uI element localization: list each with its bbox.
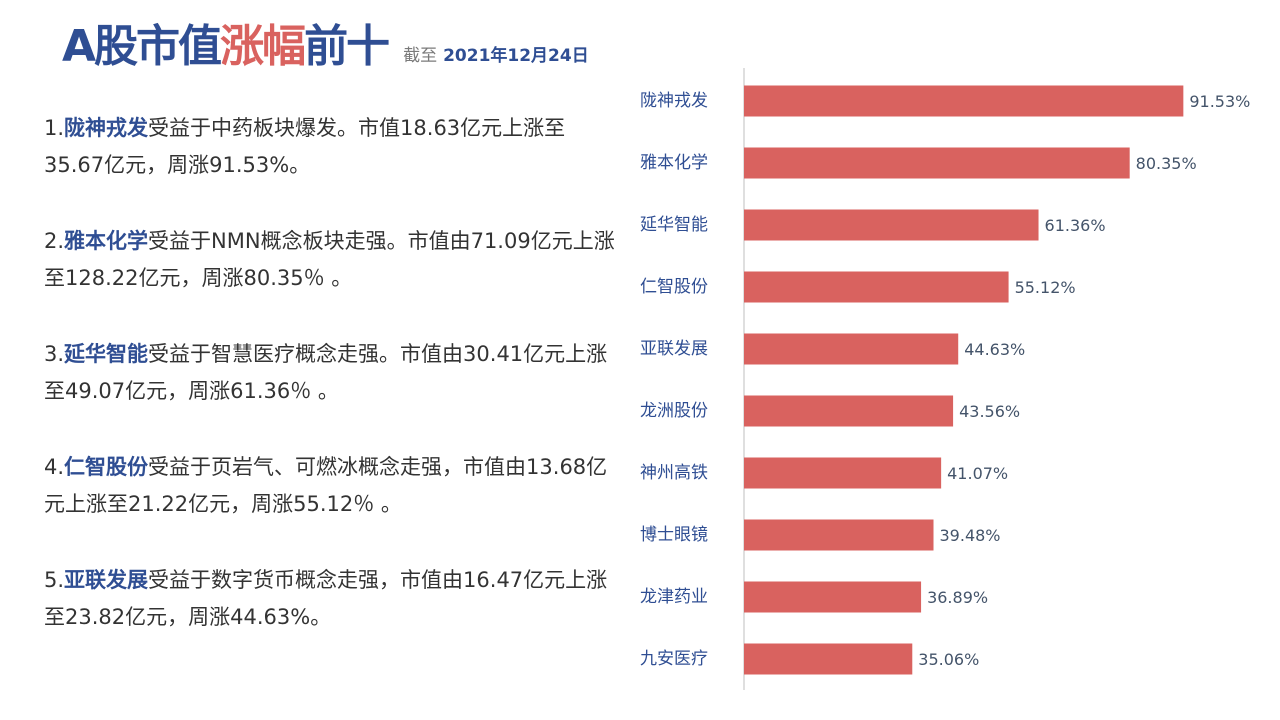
title-main: A股市值涨幅前十 (62, 21, 390, 72)
bar (744, 395, 954, 427)
category-label: 九安医疗 (640, 649, 708, 669)
bar (744, 581, 922, 613)
category-label: 延华智能 (640, 215, 708, 235)
item-number: 1. (44, 116, 65, 140)
date-value: 2021年12月24日 (443, 46, 589, 66)
item-text: 受益于数字货币概念走强，市值由16.47亿元上涨至23.82亿元，周涨44.63… (44, 568, 608, 629)
bar (744, 271, 1009, 303)
list-item: 4.仁智股份受益于页岩气、可燃冰概念走强，市值由13.68亿元上涨至21.22亿… (44, 449, 624, 523)
title-part1: A股市值 (62, 21, 222, 72)
category-label: 亚联发展 (640, 339, 708, 359)
list-item: 3.延华智能受益于智慧医疗概念走强。市值由30.41亿元上涨至49.07亿元，周… (44, 336, 624, 410)
category-label: 仁智股份 (640, 277, 708, 297)
item-stock-name: 延华智能 (64, 342, 149, 366)
title-highlight: 涨幅 (220, 21, 306, 72)
category-label: 博士眼镜 (640, 525, 708, 545)
item-text: 受益于中药板块爆发。市值18.63亿元上涨至35.67亿元，周涨91.53%。 (44, 116, 566, 177)
category-label: 陇神戎发 (640, 91, 708, 111)
value-label: 44.63% (964, 340, 1026, 359)
bar (744, 209, 1039, 241)
item-number: 5. (44, 568, 65, 592)
item-text: 受益于智慧医疗概念走强。市值由30.41亿元上涨至49.07亿元，周涨61.36… (44, 342, 608, 403)
value-label: 41.07% (947, 464, 1009, 483)
item-number: 2. (44, 229, 65, 253)
item-stock-name: 亚联发展 (64, 568, 149, 592)
category-label: 龙洲股份 (640, 401, 708, 421)
value-label: 39.48% (939, 526, 1001, 545)
bar (744, 643, 913, 675)
category-label: 龙津药业 (640, 587, 708, 607)
bar (744, 519, 934, 551)
value-label: 55.12% (1014, 278, 1076, 297)
bar (744, 147, 1130, 179)
bar-chart: 陇神戎发 91.53% 雅本化学 80.35% 延华智能 61.36% 仁智股份 55.12%… (630, 68, 1280, 692)
item-stock-name: 陇神戎发 (64, 116, 149, 140)
title-part2: 前十 (304, 21, 390, 72)
page-title: A股市值涨幅前十 截至 2021年12月24日 (62, 10, 589, 74)
bar (744, 333, 959, 365)
value-label: 35.06% (918, 650, 980, 669)
category-label: 雅本化学 (640, 153, 708, 173)
title-date: 截至 2021年12月24日 (403, 46, 589, 66)
list-item: 2.雅本化学受益于NMN概念板块走强。市值由71.09亿元上涨至128.22亿元… (44, 223, 624, 297)
category-label: 神州高铁 (640, 463, 708, 483)
item-number: 3. (44, 342, 65, 366)
list-item: 1.陇神戎发受益于中药板块爆发。市值18.63亿元上涨至35.67亿元，周涨91… (44, 110, 624, 184)
value-label: 36.89% (927, 588, 989, 607)
description-list: 1.陇神戎发受益于中药板块爆发。市值18.63亿元上涨至35.67亿元，周涨91… (44, 110, 624, 675)
value-label: 91.53% (1189, 92, 1251, 111)
value-label: 43.56% (959, 402, 1021, 421)
bar (744, 85, 1184, 117)
item-text: 受益于NMN概念板块走强。市值由71.09亿元上涨至128.22亿元，周涨80.… (44, 229, 615, 290)
item-stock-name: 雅本化学 (64, 229, 149, 253)
item-number: 4. (44, 455, 65, 479)
value-label: 80.35% (1135, 154, 1197, 173)
date-prefix: 截至 (403, 46, 438, 66)
item-text: 受益于页岩气、可燃冰概念走强，市值由13.68亿元上涨至21.22亿元，周涨55… (44, 455, 608, 516)
value-label: 61.36% (1044, 216, 1106, 235)
bar-chart-svg (743, 68, 1184, 690)
item-stock-name: 仁智股份 (64, 455, 149, 479)
list-item: 5.亚联发展受益于数字货币概念走强，市值由16.47亿元上涨至23.82亿元，周… (44, 562, 624, 636)
bar (744, 457, 942, 489)
